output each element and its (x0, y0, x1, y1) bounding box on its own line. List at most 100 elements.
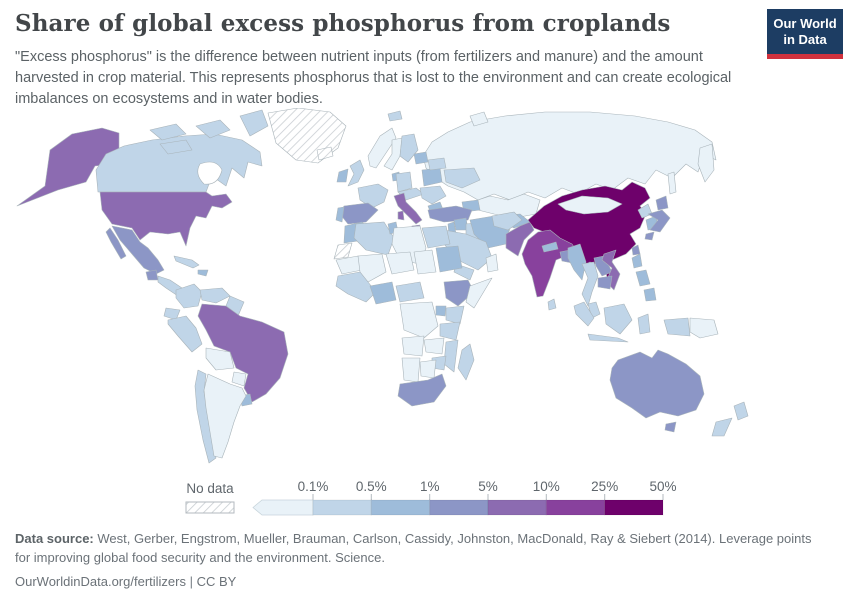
country-vietnam[interactable] (601, 249, 621, 291)
country-russia-sakhalin[interactable] (667, 171, 677, 195)
country-mexico[interactable] (111, 225, 165, 275)
legend-bin-2[interactable] (370, 499, 431, 516)
region-balkans[interactable] (419, 185, 447, 205)
country-saudi-arabia[interactable] (443, 229, 493, 271)
country-nepal[interactable] (541, 241, 559, 253)
region-baltic-states[interactable] (413, 151, 429, 165)
country-oman[interactable] (485, 253, 499, 273)
country-papua-new-guinea[interactable] (689, 317, 719, 339)
country-italy-sardinia[interactable] (397, 210, 405, 221)
country-guatemala[interactable] (145, 269, 159, 281)
country-paraguay[interactable] (231, 371, 247, 387)
country-namibia[interactable] (401, 357, 421, 383)
country-ethiopia[interactable] (443, 279, 475, 307)
country-canada[interactable] (95, 133, 263, 193)
country-australia[interactable] (609, 349, 705, 419)
country-cambodia[interactable] (597, 275, 613, 290)
country-alaska[interactable] (16, 127, 120, 207)
country-uganda[interactable] (435, 305, 447, 317)
country-argentina[interactable] (203, 373, 247, 459)
country-egypt[interactable] (421, 225, 451, 249)
country-afghanistan[interactable] (491, 211, 523, 231)
country-indonesia-sumatra[interactable] (573, 301, 595, 327)
country-south-africa[interactable] (397, 373, 447, 407)
country-russia-novaya-zemlya[interactable] (469, 111, 489, 127)
country-nigeria[interactable] (369, 281, 397, 305)
country-united-kingdom[interactable] (347, 159, 365, 187)
owid-url-link[interactable]: OurWorldinData.org/fertilizers (15, 573, 186, 589)
no-data-swatch[interactable] (185, 501, 235, 514)
country-sri-lanka[interactable] (547, 298, 557, 311)
country-philippines-luzon[interactable] (631, 253, 643, 269)
country-australia-tasmania[interactable] (664, 421, 677, 433)
country-kenya[interactable] (445, 305, 465, 325)
country-myanmar[interactable] (567, 243, 587, 281)
country-turkey[interactable] (427, 205, 473, 223)
country-kazakhstan[interactable] (471, 193, 541, 219)
country-ireland[interactable] (336, 168, 349, 183)
country-iceland[interactable] (316, 146, 334, 161)
country-madagascar[interactable] (457, 343, 475, 381)
country-bolivia[interactable] (205, 347, 235, 371)
country-indonesia-papua[interactable] (663, 317, 691, 337)
country-sudan[interactable] (435, 245, 463, 273)
legend-bin-3[interactable] (429, 499, 489, 516)
country-brazil[interactable] (197, 303, 289, 403)
country-united-states[interactable] (99, 191, 233, 247)
country-russia-kamchatka[interactable] (697, 143, 715, 183)
country-belarus[interactable] (427, 157, 447, 171)
country-algeria[interactable] (353, 221, 395, 256)
country-poland[interactable] (421, 167, 443, 187)
country-zambia[interactable] (423, 337, 445, 355)
region-west-africa[interactable] (335, 271, 377, 303)
country-niger[interactable] (385, 251, 415, 275)
country-thailand[interactable] (581, 261, 599, 307)
country-japan-kyushu[interactable] (644, 231, 655, 241)
country-indonesia-borneo[interactable] (603, 303, 633, 335)
country-indonesia-java[interactable] (587, 333, 629, 343)
country-mexico-baja[interactable] (105, 227, 127, 260)
country-indonesia-sulawesi[interactable] (637, 313, 651, 335)
region-hispaniola[interactable] (197, 269, 209, 277)
country-canada-arctic1[interactable] (149, 123, 187, 141)
legend-bin-1[interactable] (312, 499, 372, 516)
legend-bin-4[interactable] (487, 499, 547, 516)
country-philippines-visayas[interactable] (635, 269, 651, 287)
country-mongolia[interactable] (557, 195, 623, 215)
country-peru[interactable] (167, 315, 203, 353)
country-laos[interactable] (593, 255, 613, 277)
country-tanzania[interactable] (439, 321, 461, 341)
country-mali[interactable] (357, 253, 387, 283)
country-canada-baffin[interactable] (239, 109, 269, 137)
country-botswana[interactable] (419, 359, 437, 379)
country-angola[interactable] (401, 335, 425, 357)
country-greenland[interactable] (267, 107, 347, 164)
country-ukraine[interactable] (443, 167, 481, 189)
country-somalia[interactable] (465, 277, 493, 309)
country-cuba[interactable] (173, 255, 200, 269)
legend-bin-6[interactable] (604, 499, 664, 516)
country-japan-hokkaido[interactable] (655, 195, 669, 211)
country-italy[interactable] (393, 192, 423, 225)
country-venezuela[interactable] (199, 287, 231, 304)
country-pakistan[interactable] (505, 221, 535, 257)
country-chile[interactable] (194, 369, 217, 464)
country-portugal[interactable] (335, 206, 345, 223)
country-norway[interactable] (367, 127, 397, 169)
owid-logo[interactable]: Our World in Data (767, 9, 843, 59)
region-central-africa[interactable] (395, 281, 425, 303)
country-chad[interactable] (413, 249, 437, 275)
legend-bin-0[interactable] (252, 499, 314, 516)
license-link[interactable]: CC BY (196, 573, 237, 589)
legend-bin-5[interactable] (545, 499, 606, 516)
country-canada-arctic2[interactable] (195, 119, 231, 139)
country-new-zealand-south[interactable] (711, 417, 733, 437)
country-colombia[interactable] (175, 283, 203, 309)
country-finland[interactable] (399, 133, 419, 163)
region-western-sahara[interactable] (333, 242, 353, 260)
country-philippines-mindanao[interactable] (643, 287, 657, 302)
country-dr-congo[interactable] (399, 301, 439, 339)
country-canada-victoria[interactable] (159, 139, 193, 155)
country-france[interactable] (357, 183, 389, 209)
country-germany[interactable] (395, 171, 413, 193)
